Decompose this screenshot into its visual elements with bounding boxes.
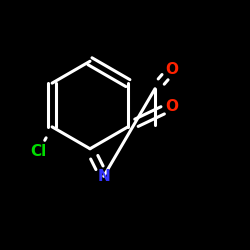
Text: N: N (98, 169, 110, 184)
Text: O: O (165, 62, 178, 78)
Text: O: O (165, 99, 178, 114)
Text: Cl: Cl (30, 144, 47, 159)
